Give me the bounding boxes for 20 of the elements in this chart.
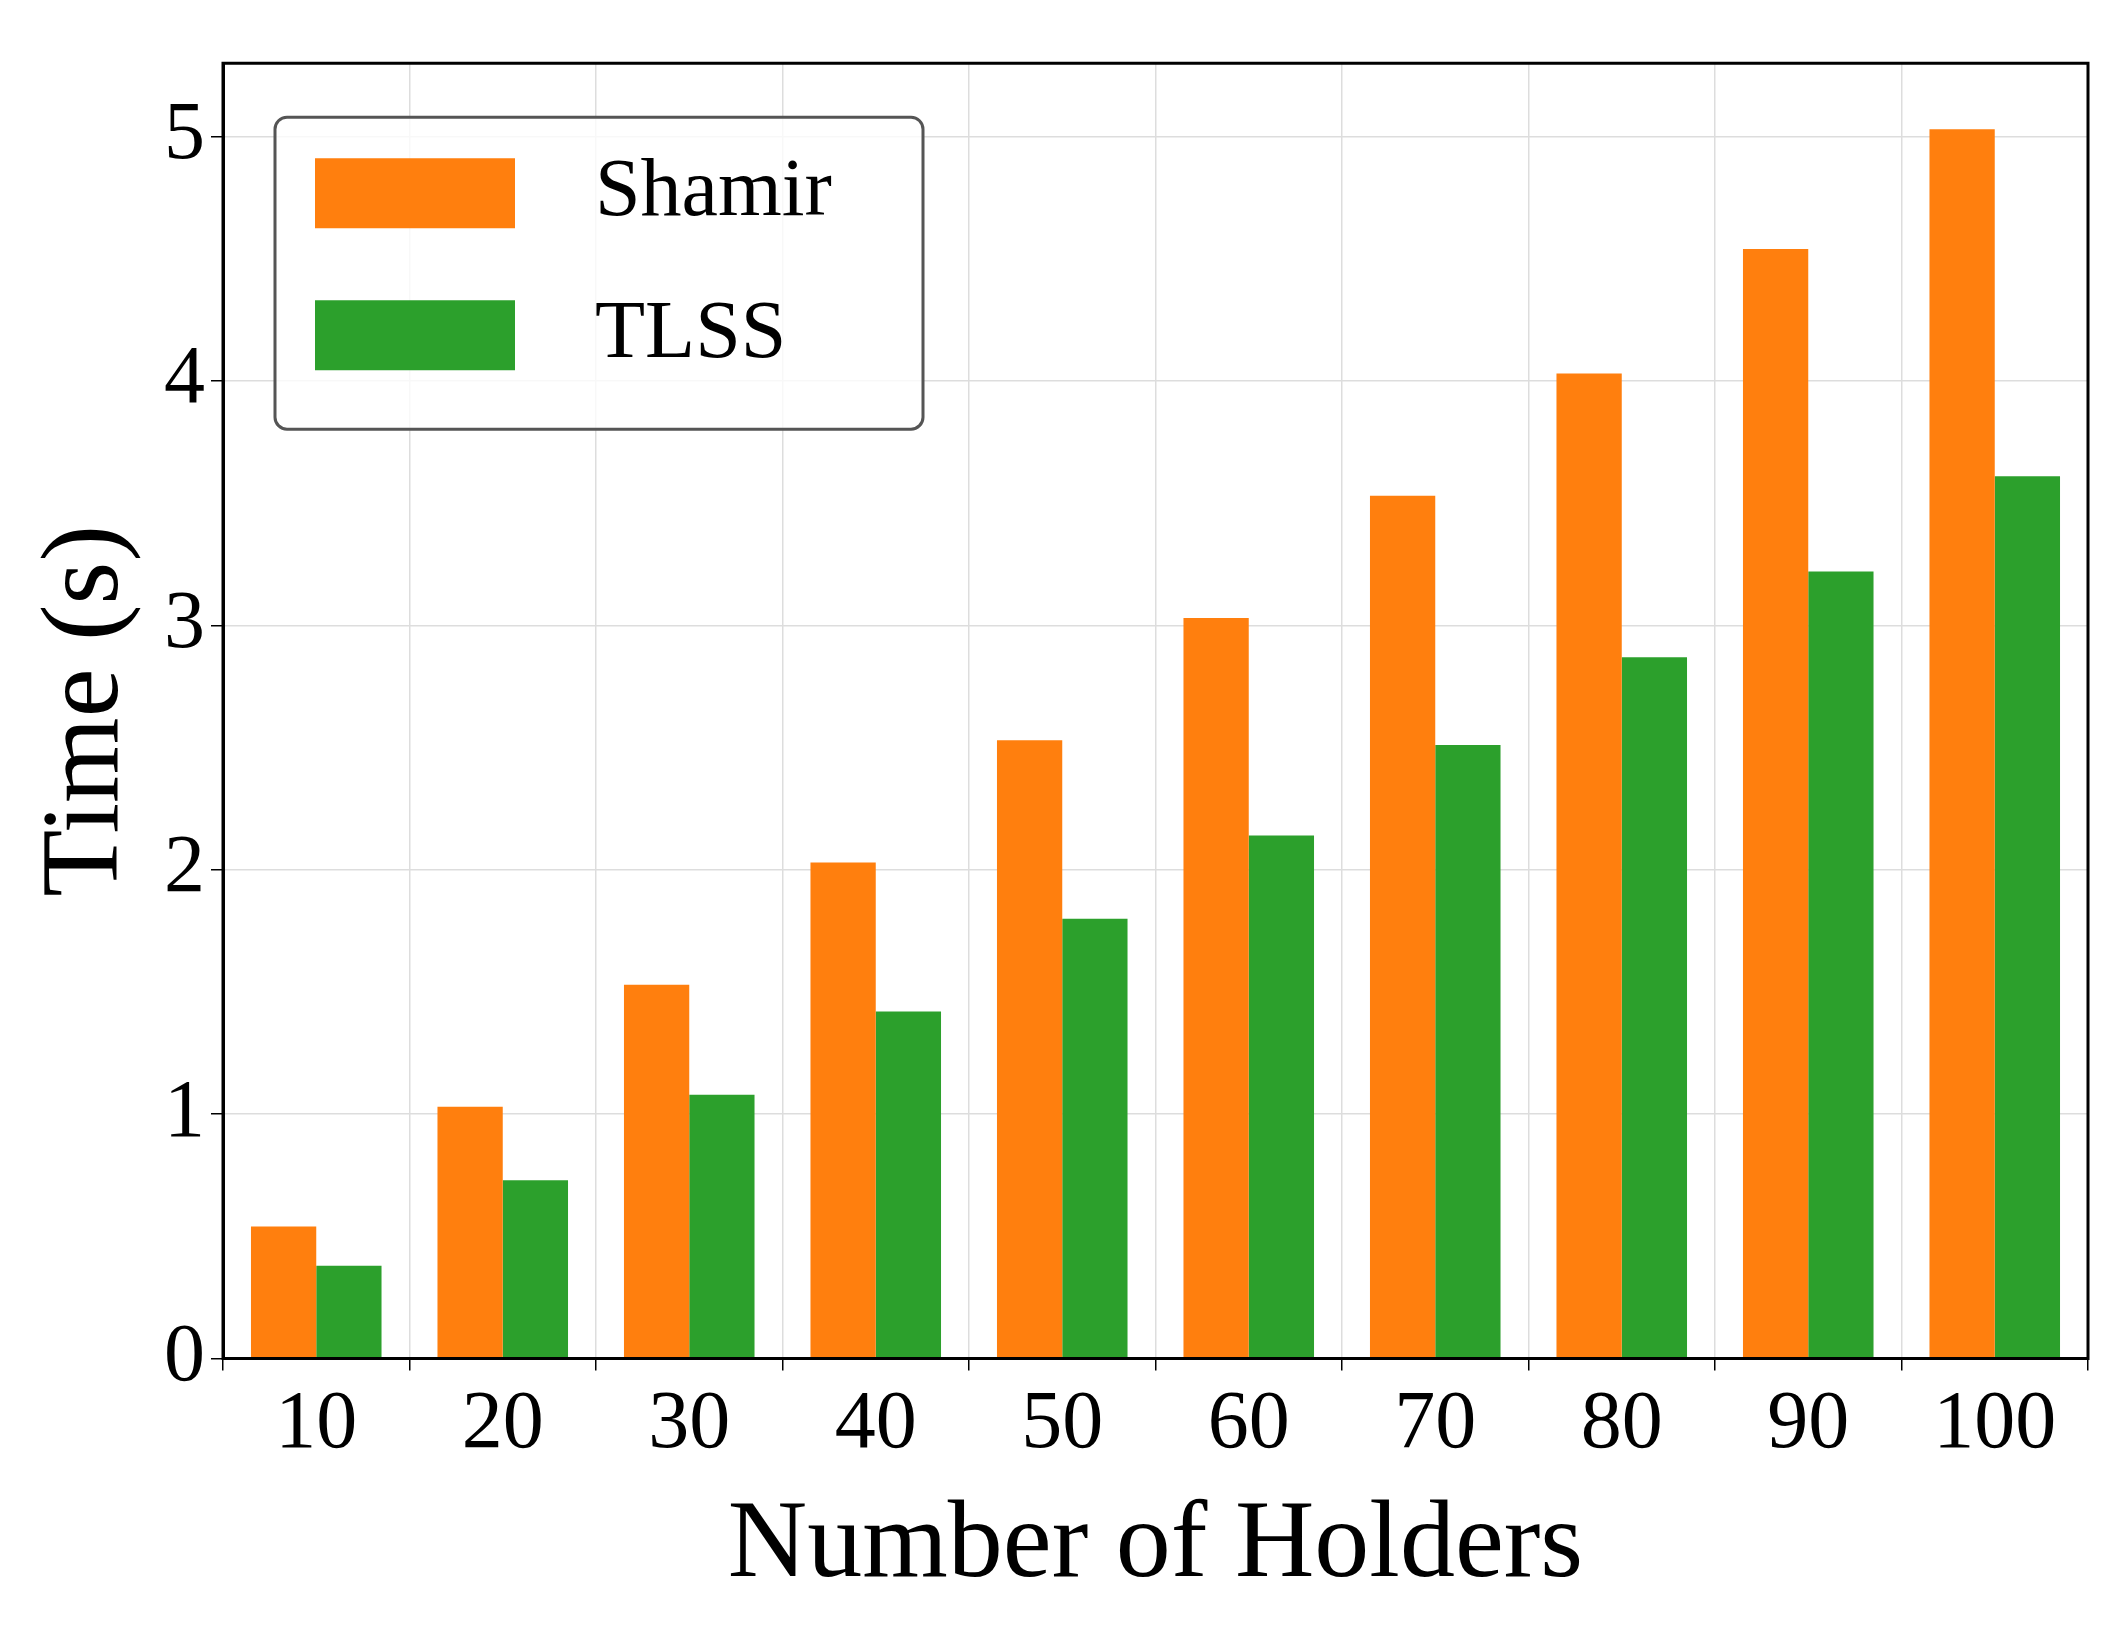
y-tick-label: 4	[164, 329, 205, 421]
x-tick-label: 30	[648, 1374, 731, 1466]
y-tick-label: 2	[164, 818, 205, 910]
x-tick-label: 20	[461, 1374, 544, 1466]
x-tick-label: 50	[1021, 1374, 1104, 1466]
x-tick-label: 10	[275, 1374, 358, 1466]
x-tick-label: 70	[1394, 1374, 1477, 1466]
y-tick-label: 5	[164, 85, 205, 177]
y-axis-title: Time (s)	[18, 524, 141, 897]
x-axis-title: Number of Holders	[727, 1477, 1584, 1600]
x-tick-label: 60	[1207, 1374, 1290, 1466]
y-tick-label: 0	[164, 1307, 205, 1399]
legend-label: Shamir	[595, 141, 832, 233]
x-tick-label: 100	[1933, 1374, 2057, 1466]
y-tick-label: 1	[164, 1062, 205, 1154]
x-tick-label: 90	[1767, 1374, 1850, 1466]
x-tick-label: 40	[834, 1374, 917, 1466]
y-tick-label: 3	[164, 573, 205, 665]
x-tick-label: 80	[1580, 1374, 1663, 1466]
legend-label: TLSS	[595, 283, 787, 375]
